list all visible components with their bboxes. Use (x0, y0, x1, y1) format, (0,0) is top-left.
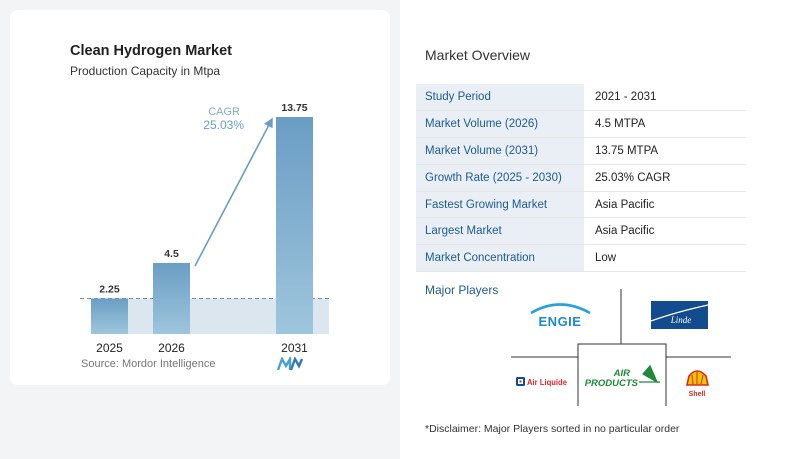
chart-title: Clean Hydrogen Market (70, 43, 232, 59)
row-key: Growth Rate (2025 - 2030) (416, 164, 584, 192)
overview-title: Market Overview (425, 47, 531, 63)
row-value: Asia Pacific (584, 191, 746, 219)
row-key: Market Concentration (416, 244, 584, 273)
air-products-mark-icon (639, 364, 660, 384)
table-row: Study Period 2021 - 2031 (416, 84, 746, 112)
cagr-label: CAGR (208, 106, 240, 118)
table-row: Market Volume (2031) 13.75 MTPA (416, 137, 746, 165)
linde-logo: Linde (650, 301, 709, 329)
shell-logo: Shell (686, 370, 709, 398)
category-label-2025: 2025 (96, 341, 123, 355)
mordor-logo-icon (277, 357, 303, 371)
category-label-2026: 2026 (158, 341, 185, 355)
air-products-text-2: PRODUCTS (585, 378, 639, 389)
air-liquide-logo: Air Liquide (516, 377, 567, 387)
row-key: Study Period (416, 84, 584, 112)
table-row: Fastest Growing Market Asia Pacific (416, 191, 746, 219)
value-label-2025: 2.25 (99, 283, 120, 295)
bars-group: 2.25 2025 4.5 2026 13.75 2031 (91, 102, 313, 355)
air-products-text-1: AIR (613, 368, 631, 379)
row-key: Largest Market (416, 217, 584, 246)
linde-logo-text: Linde (670, 315, 692, 325)
row-key: Market Volume (2026) (416, 110, 584, 139)
cagr-arrow (194, 117, 273, 267)
engie-logo-text: ENGIE (539, 314, 582, 329)
cagr-value: 25.03% (203, 118, 244, 132)
row-value: 4.5 MTPA (584, 110, 746, 139)
disclaimer: *Disclaimer: Major Players sorted in no … (425, 423, 680, 435)
value-label-2031: 13.75 (281, 102, 307, 114)
overview-table: Study Period 2021 - 2031 Market Volume (2… (416, 84, 746, 273)
player-grid-lines (511, 289, 731, 406)
major-players-label: Major Players (425, 283, 499, 297)
air-products-logo: AIR PRODUCTS (585, 364, 660, 389)
row-value: 2021 - 2031 (584, 84, 746, 112)
row-value: 25.03% CAGR (584, 164, 746, 192)
bar-2026 (153, 262, 190, 334)
chart-subtitle: Production Capacity in Mtpa (70, 64, 221, 78)
row-value: 13.75 MTPA (584, 137, 746, 165)
table-row: Largest Market Asia Pacific (416, 217, 746, 246)
table-row: Market Concentration Low (416, 244, 746, 273)
bar-chart: 2.25 2025 4.5 2026 13.75 2031 CAGR 25.03% (80, 102, 331, 355)
row-value: Low (584, 244, 746, 273)
table-row: Market Volume (2026) 4.5 MTPA (416, 110, 746, 139)
chart-source: Source: Mordor Intelligence (81, 358, 216, 370)
air-liquide-logo-text: Air Liquide (527, 377, 567, 387)
table-row: Growth Rate (2025 - 2030) 25.03% CAGR (416, 164, 746, 192)
row-key: Fastest Growing Market (416, 191, 584, 219)
bar-2025 (91, 298, 128, 334)
bar-2031 (276, 117, 313, 334)
shell-logo-text: Shell (689, 391, 706, 398)
engie-logo: ENGIE (530, 303, 591, 329)
row-key: Market Volume (2031) (416, 137, 584, 165)
value-label-2026: 4.5 (164, 248, 179, 260)
category-label-2031: 2031 (281, 341, 308, 355)
row-value: Asia Pacific (584, 217, 746, 246)
